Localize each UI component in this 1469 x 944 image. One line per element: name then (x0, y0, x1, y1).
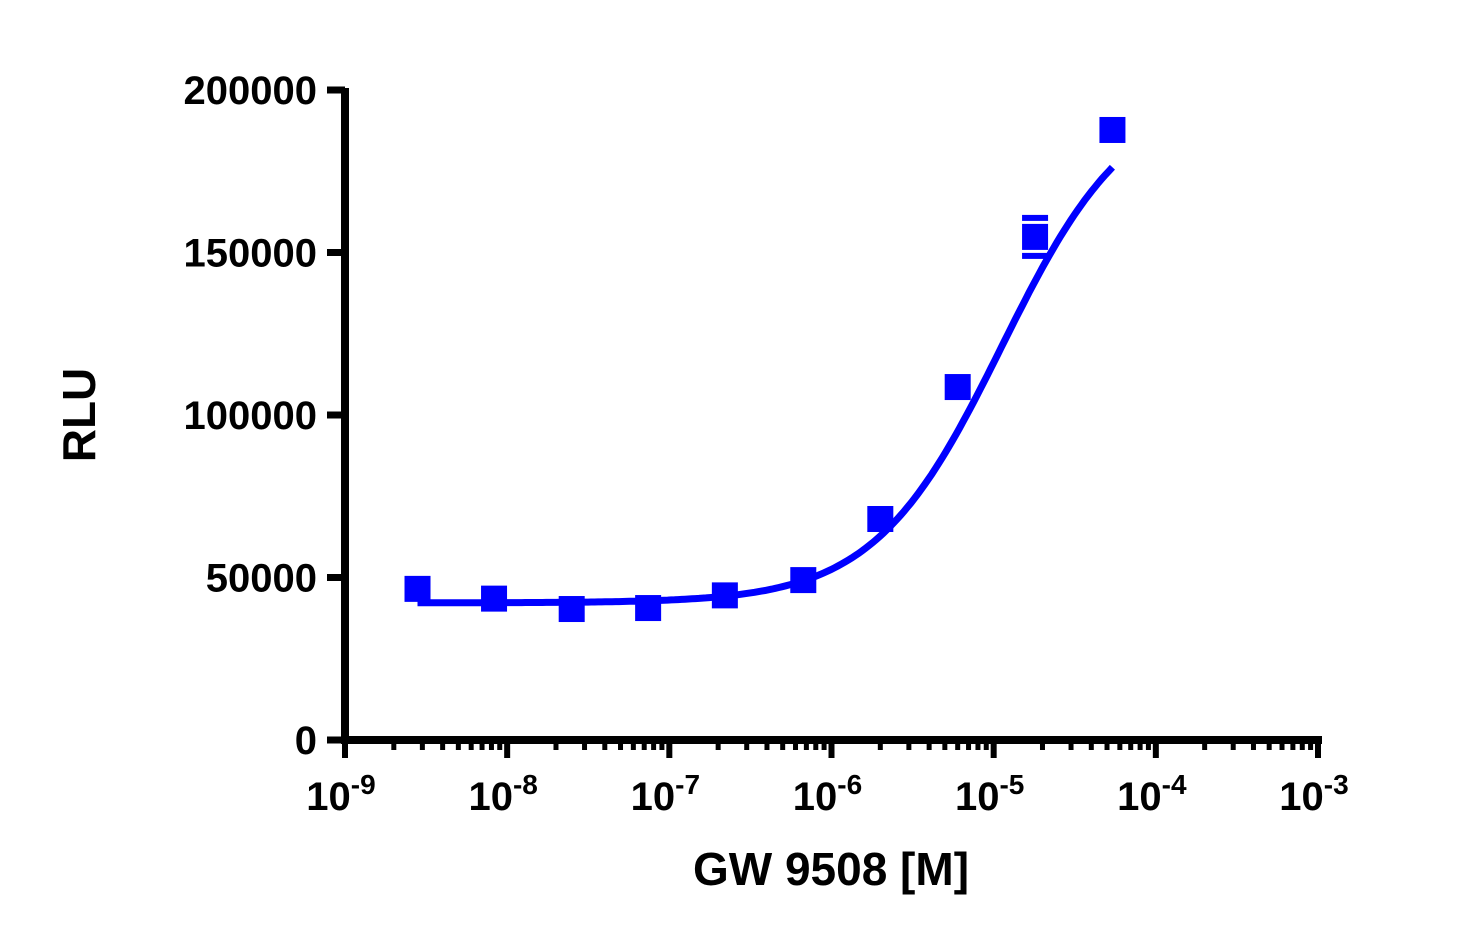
data-point-marker (711, 582, 738, 609)
data-point-marker (1099, 116, 1126, 143)
x-tick-label: 10-5 (955, 769, 1024, 819)
error-bar-cap (1022, 252, 1049, 259)
data-point-marker (944, 374, 971, 401)
x-tick-base: 10 (306, 775, 351, 819)
x-tick-base: 10 (631, 775, 676, 819)
x-tick-exponent: -9 (351, 769, 376, 800)
x-tick-label: 10-9 (306, 769, 375, 819)
plot-area (404, 116, 1126, 623)
fit-curve (417, 164, 1115, 607)
y-tick-label: 200000 (184, 69, 317, 113)
x-tick-label: 10-6 (793, 769, 862, 819)
x-tick-base: 10 (1117, 775, 1162, 819)
y-tick-label: 0 (295, 719, 317, 763)
x-tick-label: 10-3 (1279, 769, 1348, 819)
y-tick-label: 100000 (184, 394, 317, 438)
x-tick-exponent: -8 (513, 769, 538, 800)
y-tick-label: 150000 (184, 232, 317, 276)
data-point-marker (404, 575, 431, 602)
data-point-marker (635, 595, 662, 622)
x-tick-exponent: -7 (675, 769, 700, 800)
x-tick-exponent: -5 (999, 769, 1024, 800)
x-tick-label: 10-8 (468, 769, 537, 819)
data-point-marker (790, 567, 817, 594)
x-axis-title: GW 9508 [M] (693, 843, 969, 895)
data-point-marker (1022, 223, 1049, 250)
data-point-marker (867, 506, 894, 532)
x-tick-label: 10-4 (1117, 769, 1187, 819)
axis-labels: GW 9508 [M] RLU (53, 368, 969, 895)
x-tick-exponent: -3 (1324, 769, 1349, 800)
x-tick-exponent: -4 (1162, 769, 1187, 800)
data-point-marker (558, 596, 585, 623)
x-tick-exponent: -6 (837, 769, 862, 800)
x-tick-base: 10 (793, 775, 838, 819)
error-bar-cap (1022, 214, 1049, 221)
y-tick-label: 50000 (206, 557, 317, 601)
x-tick-base: 10 (468, 775, 513, 819)
x-tick-base: 10 (1279, 775, 1324, 819)
data-point-marker (481, 585, 508, 612)
x-tick-label: 10-7 (631, 769, 700, 819)
y-axis-title: RLU (53, 368, 105, 463)
x-tick-base: 10 (955, 775, 1000, 819)
